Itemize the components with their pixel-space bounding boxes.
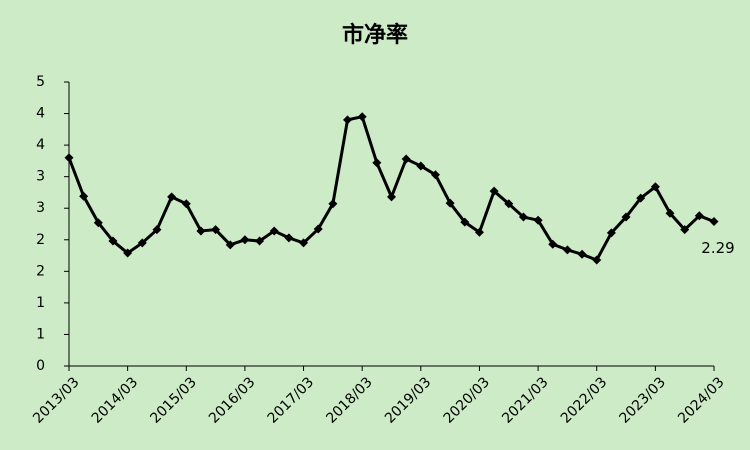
series-line — [67, 115, 715, 262]
point-marker — [577, 249, 587, 259]
point-marker — [680, 225, 690, 235]
x-tick-label: 2017/03 — [265, 374, 317, 426]
x-tick-label: 2013/03 — [30, 374, 82, 426]
point-marker — [474, 227, 484, 237]
point-marker — [416, 161, 426, 171]
point-marker — [211, 225, 221, 235]
point-marker — [255, 236, 265, 246]
point-marker — [328, 199, 338, 209]
point-marker — [269, 226, 279, 236]
point-marker — [606, 228, 616, 238]
point-marker — [387, 192, 396, 202]
x-tick-label: 2018/03 — [323, 374, 375, 426]
x-tick-label: 2021/03 — [499, 374, 551, 426]
point-marker — [196, 226, 206, 236]
y-tick-label: 1 — [36, 326, 45, 342]
point-marker — [533, 215, 543, 225]
x-tick-label: 2020/03 — [441, 374, 493, 426]
point-marker — [592, 255, 602, 265]
data-label: 2.29 — [701, 239, 734, 257]
point-marker — [284, 233, 294, 243]
point-marker — [240, 235, 250, 245]
x-tick-label: 2019/03 — [382, 374, 434, 426]
y-tick-label: 4 — [36, 137, 45, 153]
point-marker — [665, 208, 675, 218]
y-tick-label: 3 — [36, 169, 45, 185]
point-marker — [709, 216, 719, 226]
point-marker — [518, 212, 528, 222]
point-marker — [562, 245, 572, 255]
x-tick-label: 2022/03 — [558, 374, 610, 426]
point-marker — [181, 199, 191, 209]
point-marker — [430, 170, 440, 180]
y-tick-label: 1 — [36, 295, 45, 311]
point-marker — [64, 153, 74, 163]
point-marker — [343, 115, 353, 125]
x-tick-label: 2023/03 — [617, 374, 669, 426]
point-marker — [313, 224, 323, 234]
point-marker — [504, 199, 514, 209]
point-marker — [401, 154, 411, 164]
point-marker — [621, 212, 631, 222]
y-tick-label: 4 — [36, 106, 45, 122]
point-marker — [548, 239, 558, 249]
y-tick-label: 0 — [36, 358, 45, 374]
point-marker — [372, 158, 382, 168]
point-marker — [357, 112, 367, 122]
point-marker — [137, 238, 147, 248]
point-marker — [108, 236, 118, 246]
point-marker — [636, 193, 646, 203]
point-marker — [123, 248, 133, 258]
point-marker — [694, 211, 704, 221]
chart-title: 市净率 — [342, 22, 408, 48]
x-tick-label: 2016/03 — [206, 374, 258, 426]
point-marker — [650, 182, 660, 192]
x-tick-label: 2024/03 — [675, 374, 727, 426]
x-tick-label: 2015/03 — [147, 374, 199, 426]
y-tick-label: 2 — [36, 263, 45, 279]
point-marker — [167, 192, 177, 202]
y-tick-label: 3 — [36, 200, 45, 216]
y-tick-label: 2 — [36, 232, 45, 248]
point-marker — [79, 191, 89, 201]
point-marker — [225, 240, 235, 250]
point-marker — [299, 238, 309, 248]
point-marker — [152, 225, 162, 235]
point-marker — [445, 198, 455, 208]
point-marker — [93, 218, 103, 228]
x-tick-label: 2014/03 — [89, 374, 141, 426]
point-marker — [460, 217, 470, 227]
point-marker — [489, 186, 499, 196]
y-tick-label: 5 — [36, 74, 45, 90]
